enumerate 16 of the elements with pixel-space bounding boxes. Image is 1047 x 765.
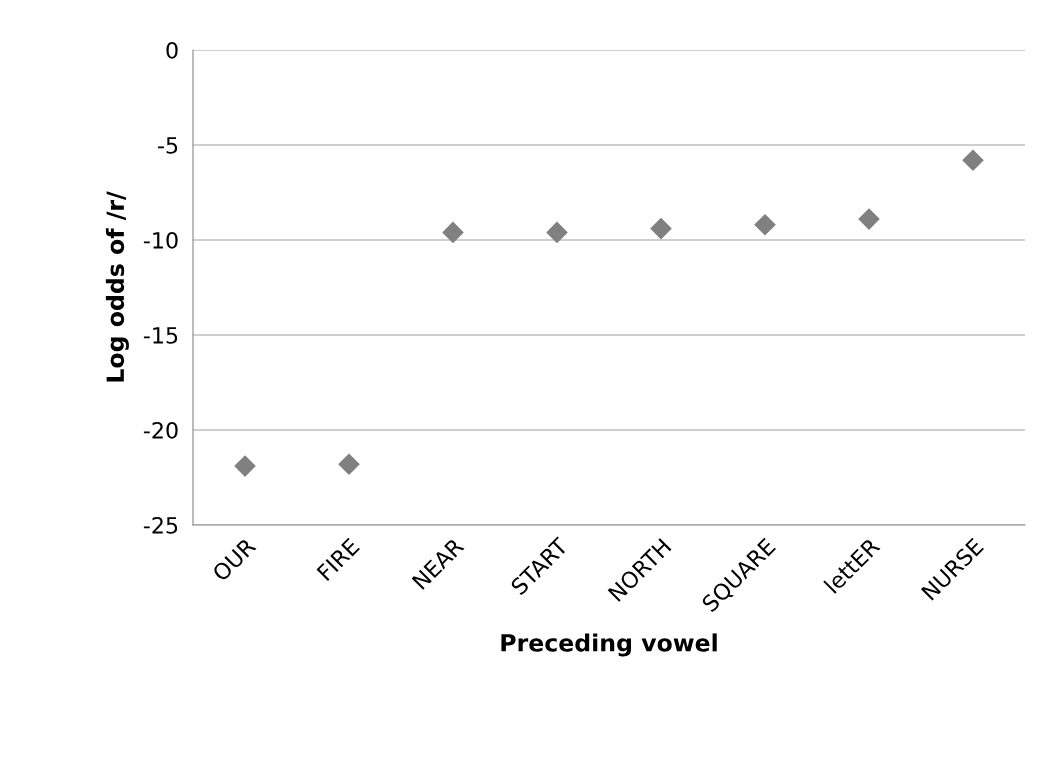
point <box>962 149 984 171</box>
y-tick-label: -15 <box>143 327 178 344</box>
y-tick-label: -25 <box>143 516 178 534</box>
y-tick-label: -5 <box>158 137 178 154</box>
point <box>754 214 776 236</box>
point <box>234 455 256 477</box>
y-tick-label: -20 <box>143 421 178 439</box>
y-tick-label: -10 <box>143 231 178 249</box>
point <box>858 208 880 230</box>
point <box>546 221 568 243</box>
y-axis-title: Log odds of /r/ <box>105 191 129 382</box>
x-axis-title: Preceding vowel <box>501 633 717 657</box>
y-tick-label: 0 <box>166 41 178 59</box>
point <box>650 218 672 240</box>
point <box>442 221 464 243</box>
point <box>338 453 360 475</box>
